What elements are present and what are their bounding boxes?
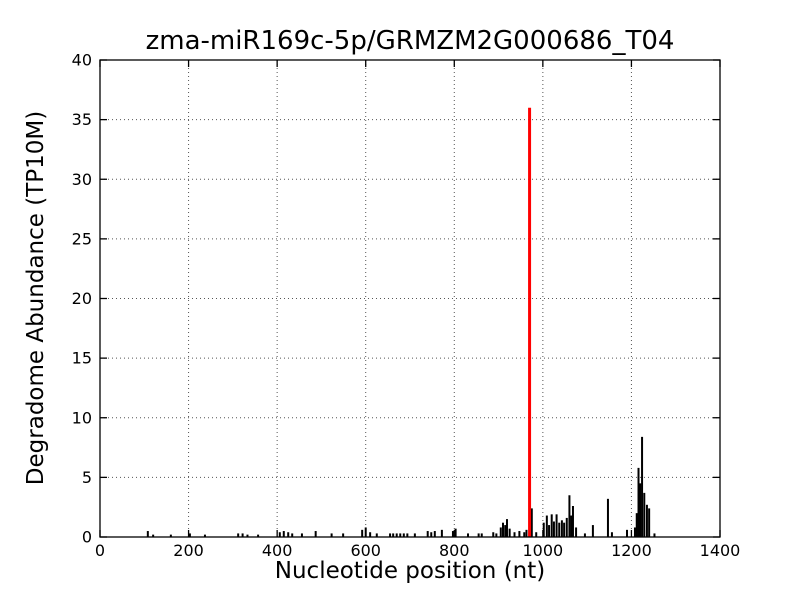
y-tick-label: 20 bbox=[72, 289, 92, 308]
x-tick-label: 1200 bbox=[611, 541, 652, 560]
x-axis-label: Nucleotide position (nt) bbox=[274, 558, 546, 584]
y-tick-label: 5 bbox=[82, 468, 92, 487]
y-tick-label: 0 bbox=[82, 528, 92, 547]
data-spikes bbox=[146, 107, 656, 537]
y-tick-label: 40 bbox=[72, 51, 92, 70]
x-tick-label: 0 bbox=[95, 541, 105, 560]
y-tick-label: 15 bbox=[72, 349, 92, 368]
chart-title: zma-miR169c-5p/GRMZM2G000686_T04 bbox=[145, 26, 675, 56]
y-tick-label: 10 bbox=[72, 408, 92, 427]
degradome-abundance-series bbox=[146, 436, 656, 537]
x-tick-label: 600 bbox=[350, 541, 381, 560]
tick-labels: 0 200 400 600 800 1000 1200 1400 0 5 10 15 20 25 30 35 4… bbox=[72, 51, 741, 561]
x-tick-label: 1000 bbox=[522, 541, 563, 560]
y-tick-label: 30 bbox=[72, 170, 92, 189]
x-tick-label: 200 bbox=[173, 541, 204, 560]
x-tick-label: 400 bbox=[262, 541, 293, 560]
grid-lines bbox=[100, 60, 720, 537]
y-axis-label: Degradome Abundance (TP10M) bbox=[23, 110, 49, 486]
x-tick-label: 1400 bbox=[700, 541, 741, 560]
tick-marks bbox=[99, 59, 721, 538]
y-tick-label: 35 bbox=[72, 110, 92, 129]
x-tick-label: 800 bbox=[439, 541, 470, 560]
y-tick-label: 25 bbox=[72, 229, 92, 248]
